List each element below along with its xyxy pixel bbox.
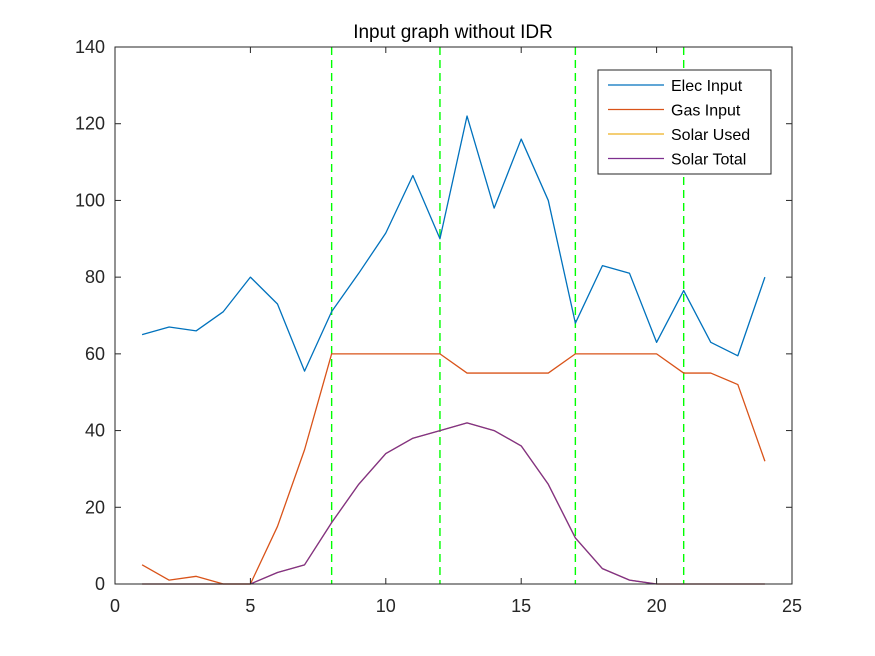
x-tick-label: 20 bbox=[647, 596, 667, 616]
x-tick-label: 10 bbox=[376, 596, 396, 616]
legend-label: Solar Used bbox=[671, 127, 750, 144]
y-tick-label: 40 bbox=[85, 421, 105, 441]
y-tick-label: 120 bbox=[75, 114, 105, 134]
legend-label: Solar Total bbox=[671, 152, 746, 169]
axes-box bbox=[114, 46, 793, 585]
x-tick-label: 0 bbox=[110, 596, 120, 616]
legend-box bbox=[597, 69, 772, 175]
chart-title: Input graph without IDR bbox=[353, 22, 553, 43]
y-tick-label: 0 bbox=[95, 574, 105, 594]
legend-label: Gas Input bbox=[671, 103, 741, 120]
y-tick-label: 100 bbox=[75, 190, 105, 210]
y-tick-label: 20 bbox=[85, 497, 105, 517]
series-line bbox=[141, 115, 766, 372]
y-tick-label: 80 bbox=[85, 267, 105, 287]
y-tick-label: 60 bbox=[85, 344, 105, 364]
vertical-markers bbox=[330, 47, 685, 584]
legend-label: Elec Input bbox=[671, 78, 743, 95]
y-tick-label: 140 bbox=[75, 37, 105, 57]
axes: 0 5 10 15 20 25 0 20 40 60 80 100 120 140 bbox=[75, 37, 802, 616]
x-tick-label: 25 bbox=[782, 596, 802, 616]
x-tick-label: 5 bbox=[245, 596, 255, 616]
legend: Elec Input Gas Input Solar Used Solar Total bbox=[597, 69, 772, 175]
x-tick-label: 15 bbox=[511, 596, 531, 616]
